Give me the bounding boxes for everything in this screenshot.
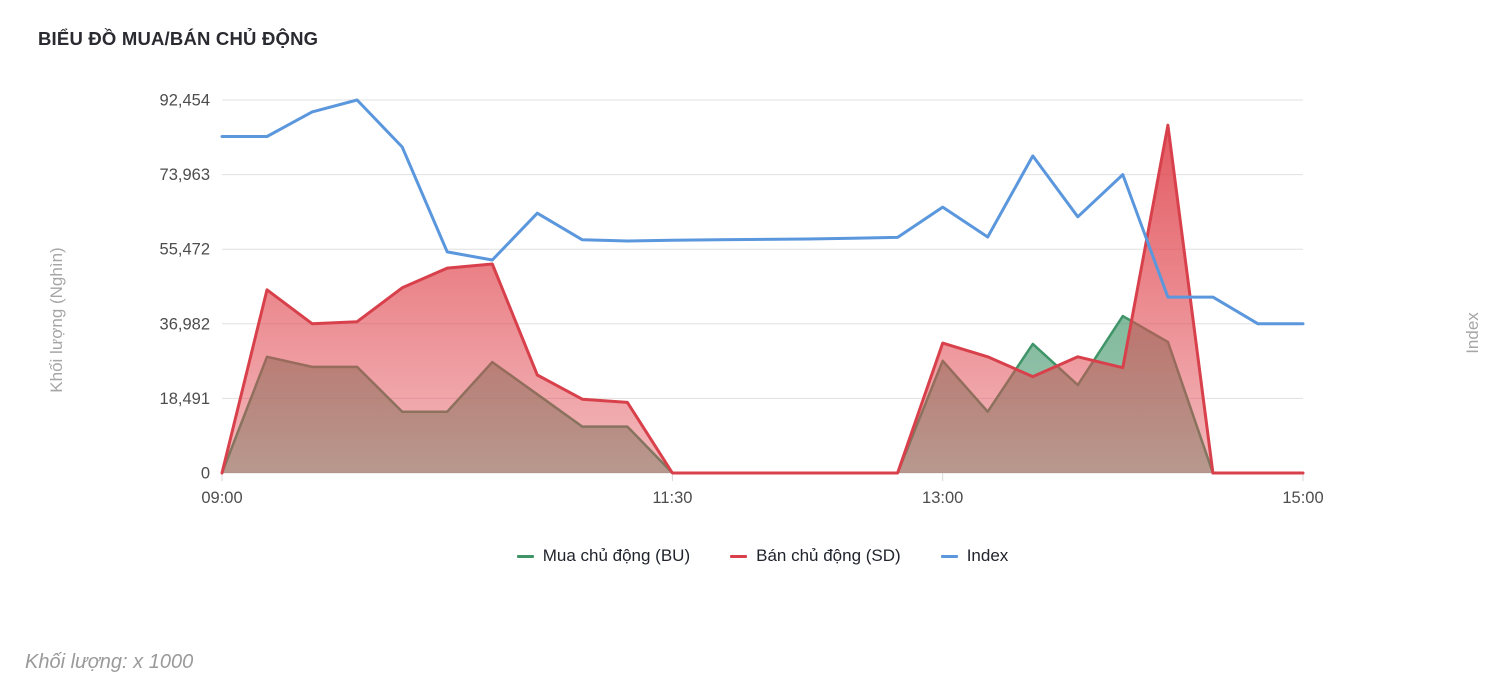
y-axis-tick-label: 36,982 [160, 315, 210, 333]
index-legend-label: Index [966, 546, 1009, 565]
x-axis-tick-label: 09:00 [201, 489, 242, 507]
sd-area [222, 125, 1303, 473]
right-axis-title: Index [1463, 312, 1482, 354]
index-line [220, 98, 1305, 326]
legend-item-index[interactable]: Index [940, 546, 1009, 566]
index-legend-swatch-icon [940, 554, 958, 558]
y-axis-tick-label: 0 [201, 465, 210, 483]
volume-scale-note: Khối lượng: x 1000 [25, 651, 194, 673]
legend-item-sd[interactable]: Bán chủ động (SD) [730, 546, 901, 566]
chart-title: BIỂU ĐỒ MUA/BÁN CHỦ ĐỘNG [38, 28, 319, 49]
x-axis-tick-label: 13:00 [922, 489, 963, 507]
bu-legend-label: Mua chủ động (BU) [542, 546, 691, 565]
legend: Mua chủ động (BU) Bán chủ động (SD) Inde… [222, 546, 1303, 566]
sd-line [220, 123, 1305, 475]
y-axis-tick-label: 55,472 [160, 241, 210, 259]
bu-legend-swatch-icon [516, 554, 534, 558]
sd-legend-label: Bán chủ động (SD) [756, 546, 901, 565]
legend-item-bu[interactable]: Mua chủ động (BU) [516, 546, 691, 566]
x-axis-tick-label: 11:30 [652, 489, 692, 507]
y-axis-title: Khối lượng (Nghìn) [47, 247, 66, 393]
y-axis-tick-label: 73,963 [160, 166, 210, 184]
y-axis-tick-label: 18,491 [160, 390, 210, 408]
sd-legend-swatch-icon [730, 554, 748, 558]
y-axis-tick-label: 92,454 [160, 92, 210, 110]
x-axis-tick-label: 15:00 [1282, 489, 1323, 507]
